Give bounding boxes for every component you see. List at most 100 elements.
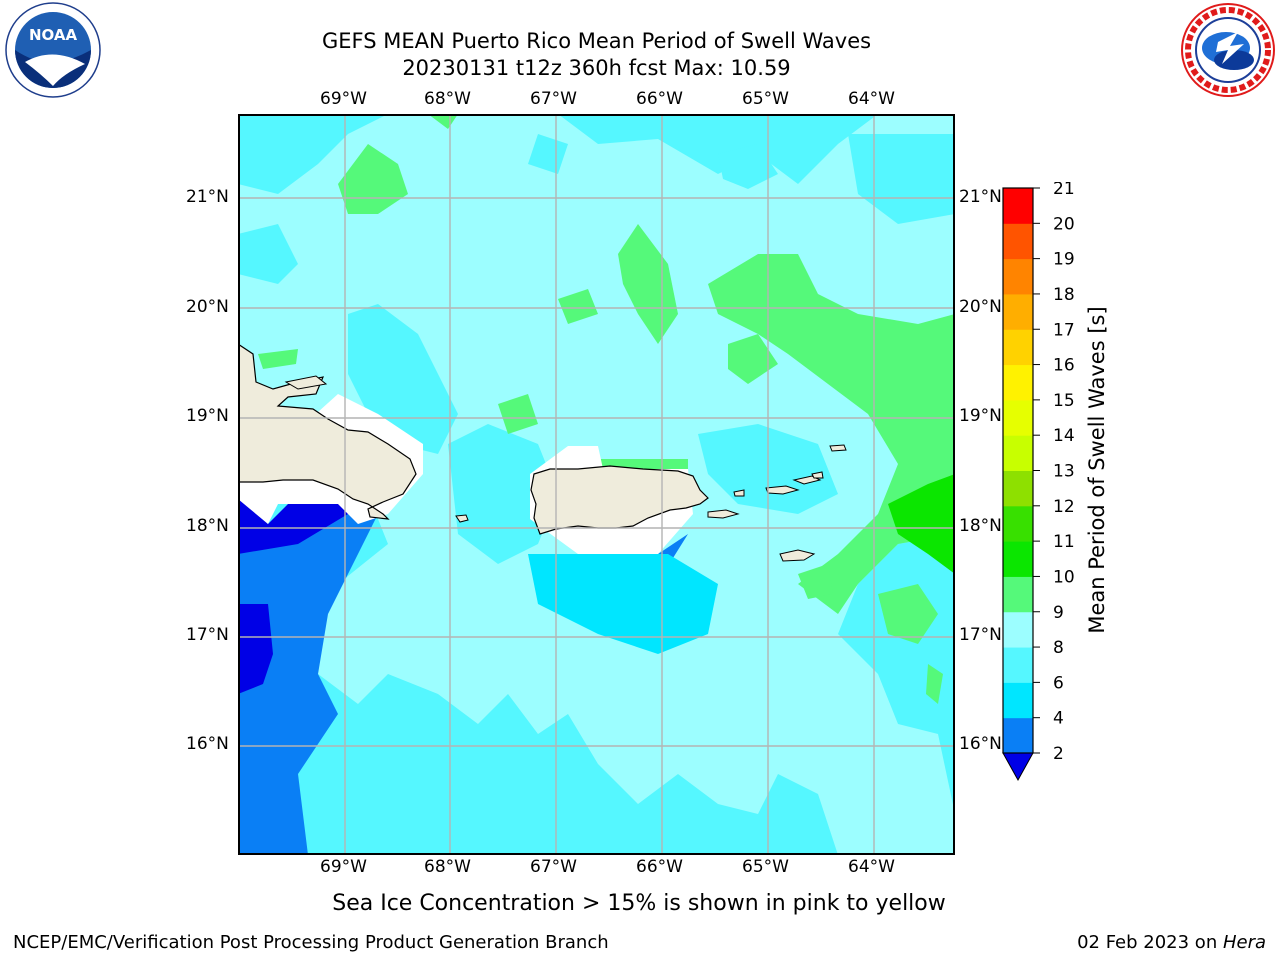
region-9-10s bbox=[878, 584, 938, 644]
region-9-10s bbox=[926, 664, 943, 704]
colorbar-label: Mean Period of Swell Waves [s] bbox=[1085, 306, 1109, 634]
lon-label: 69°W bbox=[320, 89, 367, 109]
colorbar-svg: 2 4 6 8 9 10 11 12 13 14 15 16 17 18 19 20 21 bbox=[1002, 179, 1075, 782]
chart-subtitle: 20230131 t12z 360h fcst Max: 10.59 bbox=[402, 56, 791, 80]
colorbar-tick-label: 4 bbox=[1053, 709, 1064, 729]
lat-label: 17°N bbox=[959, 625, 1002, 645]
colorbar-cell bbox=[1003, 435, 1033, 471]
region-6-8s bbox=[528, 134, 568, 174]
colorbar-tick-label: 10 bbox=[1053, 567, 1075, 587]
lon-label: 65°W bbox=[742, 857, 789, 877]
footer-date: 02 Feb 2023 on Hera bbox=[1077, 932, 1266, 954]
colorbar-tick-label: 15 bbox=[1053, 391, 1075, 411]
region-9-10s bbox=[558, 289, 598, 324]
swell-period-map bbox=[237, 114, 955, 855]
lat-label: 20°N bbox=[959, 297, 1002, 317]
noaa-logo-text: NOAA bbox=[29, 26, 78, 44]
colorbar-tick-label: 18 bbox=[1053, 285, 1075, 305]
colorbar-tick-label: 8 bbox=[1053, 638, 1064, 658]
region-9-10s bbox=[708, 254, 955, 614]
colorbar-cell bbox=[1003, 647, 1033, 683]
region-6-8s bbox=[238, 224, 298, 284]
lon-label: 68°W bbox=[424, 857, 471, 877]
lon-label: 68°W bbox=[424, 89, 471, 109]
colorbar-cell bbox=[1003, 223, 1033, 260]
sea-ice-note: Sea Ice Concentration > 15% is shown in … bbox=[332, 891, 946, 916]
colorbar-cell bbox=[1003, 329, 1033, 366]
colorbar-tick-label: 9 bbox=[1053, 603, 1064, 623]
lat-label: 16°N bbox=[959, 734, 1002, 754]
lat-label: 20°N bbox=[186, 297, 229, 317]
colorbar-tick-label: 14 bbox=[1053, 426, 1075, 446]
region-9-10s bbox=[618, 224, 678, 344]
colorbar-cell bbox=[1003, 505, 1033, 542]
colorbar-tick-label: 17 bbox=[1053, 320, 1075, 340]
map-frame bbox=[238, 114, 955, 855]
colorbar-cell bbox=[1003, 717, 1033, 754]
lon-label: 64°W bbox=[848, 89, 895, 109]
lon-label: 66°W bbox=[636, 857, 683, 877]
region-below-2s bbox=[238, 604, 273, 694]
lat-label: 19°N bbox=[186, 406, 229, 426]
colorbar-cell bbox=[1003, 258, 1033, 295]
region-9-10s bbox=[338, 144, 408, 214]
lat-label: 18°N bbox=[959, 516, 1002, 536]
colorbar-cell bbox=[1003, 293, 1033, 330]
colorbar-tick-label: 19 bbox=[1053, 250, 1075, 270]
colorbar-cell bbox=[1003, 611, 1033, 648]
colorbar: 2 4 6 8 9 10 11 12 13 14 15 16 17 18 19 20 21 bbox=[998, 179, 1118, 788]
footer-credit: NCEP/EMC/Verification Post Processing Pr… bbox=[13, 932, 609, 953]
noaa-logo: NOAA bbox=[3, 2, 103, 102]
region-6-8s bbox=[718, 144, 778, 189]
region-6-8s bbox=[448, 424, 558, 564]
colorbar-cell bbox=[1003, 364, 1033, 401]
graticule bbox=[238, 114, 955, 855]
chart-title: GEFS MEAN Puerto Rico Mean Period of Swe… bbox=[321, 29, 872, 53]
region-10-11s bbox=[888, 474, 955, 574]
lon-label: 69°W bbox=[320, 857, 367, 877]
colorbar-tick-label: 21 bbox=[1053, 182, 1075, 199]
land-anegada bbox=[829, 444, 847, 452]
nws-logo bbox=[1178, 2, 1278, 102]
map-panel bbox=[237, 114, 955, 855]
land-st-croix bbox=[779, 549, 816, 562]
land-tortola bbox=[811, 471, 824, 479]
colorbar-cell bbox=[1003, 399, 1033, 436]
region-below-2s bbox=[238, 494, 348, 554]
lon-label: 66°W bbox=[636, 89, 683, 109]
colorbar-tick-label: 20 bbox=[1053, 214, 1075, 234]
land-vieques bbox=[707, 509, 740, 519]
colorbar-cell bbox=[1003, 682, 1033, 719]
colorbar-cell bbox=[1003, 541, 1033, 577]
lat-label: 17°N bbox=[186, 625, 229, 645]
lon-label: 67°W bbox=[530, 857, 577, 877]
colorbar-tick-label: 11 bbox=[1053, 532, 1075, 552]
region-4-6s bbox=[528, 554, 718, 654]
colorbar-tick-label: 2 bbox=[1053, 744, 1064, 764]
colorbar-cell bbox=[1003, 470, 1033, 507]
region-9-10s bbox=[258, 349, 298, 369]
lon-label: 64°W bbox=[848, 857, 895, 877]
region-9-10s bbox=[798, 564, 833, 599]
land-culebra bbox=[733, 489, 745, 497]
region-9-10s bbox=[498, 394, 538, 434]
lat-label: 18°N bbox=[186, 516, 229, 536]
region-6-8s bbox=[848, 134, 955, 224]
colorbar-cell bbox=[1003, 576, 1033, 613]
lon-label: 65°W bbox=[742, 89, 789, 109]
lat-label: 16°N bbox=[186, 734, 229, 754]
lon-label: 67°W bbox=[530, 89, 577, 109]
lat-label: 21°N bbox=[959, 187, 1002, 207]
colorbar-cell bbox=[1003, 188, 1033, 224]
region-2-4s bbox=[238, 504, 378, 855]
land-islet bbox=[284, 375, 328, 390]
footer-date-text: 02 Feb 2023 on bbox=[1077, 932, 1223, 953]
colorbar-tick-label: 16 bbox=[1053, 356, 1075, 376]
colorbar-tick-label: 6 bbox=[1053, 673, 1064, 693]
lat-label: 21°N bbox=[186, 187, 229, 207]
land-mona bbox=[455, 514, 469, 523]
lat-label: 19°N bbox=[959, 406, 1002, 426]
footer-host: Hera bbox=[1222, 932, 1266, 953]
colorbar-tick-label: 13 bbox=[1053, 462, 1075, 482]
region-9-10s bbox=[728, 334, 778, 384]
